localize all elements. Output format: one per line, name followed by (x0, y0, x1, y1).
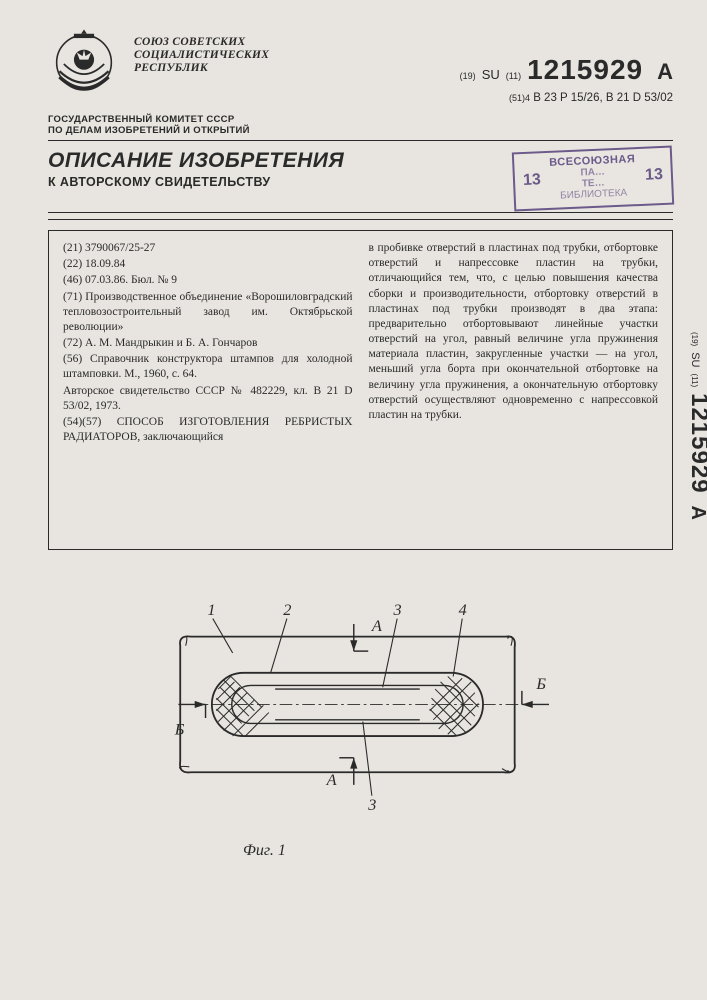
filing-date: (22) 18.09.84 (63, 257, 353, 272)
fig-label-2: 2 (283, 601, 291, 619)
right-column: в пробивке отверстий в пластинах под тру… (369, 241, 659, 535)
section-a-top: A (370, 617, 381, 635)
committee-line: ГОСУДАРСТВЕННЫЙ КОМИТЕТ СССР (48, 114, 673, 125)
inid-51: (51)4 (509, 93, 530, 103)
stamp-right: 13 (645, 166, 664, 185)
title-main: ОПИСАНИЕ ИЗОБРЕТЕНИЯ (48, 149, 344, 173)
doc-number-side: 1215929 (685, 393, 707, 493)
app-number: (21) 3790067/25-27 (63, 241, 353, 256)
side-doc-number: (19) SU (11) 1215929 A (685, 332, 707, 520)
country-code-side: SU (689, 352, 701, 367)
committee-line: ПО ДЕЛАМ ИЗОБРЕТЕНИЙ И ОТКРЫТИЙ (48, 125, 673, 136)
page: СОЮЗ СОВЕТСКИХ СОЦИАЛИСТИЧЕСКИХ РЕСПУБЛИ… (0, 0, 707, 1000)
inid-11: (11) (506, 71, 521, 81)
inid-19-side: (19) (690, 332, 699, 346)
abstract-head: (54)(57) СПОСОБ ИЗГОТОВЛЕНИЯ РЕБРИСТЫХ Р… (63, 415, 353, 445)
org-name: СОЮЗ СОВЕТСКИХ СОЦИАЛИСТИЧЕСКИХ РЕСПУБЛИ… (134, 36, 269, 76)
references-2: Авторское свидетельство СССР № 482229, к… (63, 384, 353, 414)
fig-label-3b: 3 (367, 796, 376, 814)
title-row: ОПИСАНИЕ ИЗОБРЕТЕНИЯ К АВТОРСКОМУ СВИДЕТ… (48, 149, 673, 208)
section-b-left: Б (173, 720, 184, 738)
inid-11-side: (11) (690, 373, 699, 387)
library-stamp: ВСЕСОЮЗНАЯ 13 ПА… ТЕ… 13 БИБЛИОТЕКА (512, 146, 674, 212)
abstract-body: в пробивке отверстий в пластинах под тру… (369, 241, 659, 423)
inid-19: (19) (460, 71, 476, 81)
figure-svg: 1 2 3 4 3 A A Б Б (126, 578, 596, 858)
org-line: СОЮЗ СОВЕТСКИХ (134, 36, 269, 49)
left-column: (21) 3790067/25-27 (22) 18.09.84 (46) 07… (63, 241, 353, 535)
org-line: СОЦИАЛИСТИЧЕСКИХ (134, 49, 269, 62)
section-b-right: Б (535, 675, 546, 693)
header-row: СОЮЗ СОВЕТСКИХ СОЦИАЛИСТИЧЕСКИХ РЕСПУБЛИ… (48, 28, 673, 104)
doc-number-block: (19) SU (11) 1215929 A (51)4 B 23 P 15/2… (460, 28, 673, 104)
divider (48, 140, 673, 141)
biblio-frame: (21) 3790067/25-27 (22) 18.09.84 (46) 07… (48, 230, 673, 550)
fig-label-4: 4 (458, 601, 466, 619)
inventors: (72) А. М. Мандрыкин и Б. А. Гончаров (63, 336, 353, 351)
doc-number-value: 1215929 (527, 54, 643, 86)
figure-caption: Фиг. 1 (243, 842, 286, 860)
divider-thin (48, 219, 673, 220)
kind-code: A (657, 59, 673, 85)
committee: ГОСУДАРСТВЕННЫЙ КОМИТЕТ СССР ПО ДЕЛАМ ИЗ… (48, 114, 673, 136)
fig-label-1: 1 (207, 601, 215, 619)
title-sub: К АВТОРСКОМУ СВИДЕТЕЛЬСТВУ (48, 175, 344, 189)
fig-label-3a: 3 (392, 601, 401, 619)
org-line: РЕСПУБЛИК (134, 62, 269, 75)
abstract-tail-left: заключающийся (140, 431, 223, 443)
ipc-line: (51)4 B 23 P 15/26, B 21 D 53/02 (460, 92, 673, 104)
country-code: SU (482, 67, 500, 82)
doc-number: (19) SU (11) 1215929 A (460, 54, 673, 86)
kind-code-side: A (686, 506, 707, 520)
stamp-left: 13 (523, 171, 542, 190)
references-1: (56) Справочник конструктора штампов для… (63, 352, 353, 382)
applicant: (71) Производственное объединение «Ворош… (63, 290, 353, 336)
divider (48, 212, 673, 213)
publication: (46) 07.03.86. Бюл. № 9 (63, 273, 353, 288)
figure-1: 1 2 3 4 3 A A Б Б Фиг. 1 (48, 578, 673, 888)
title-block: ОПИСАНИЕ ИЗОБРЕТЕНИЯ К АВТОРСКОМУ СВИДЕТ… (48, 149, 344, 189)
section-a-bottom: A (325, 771, 336, 789)
state-emblem (48, 28, 120, 100)
ipc-codes: B 23 P 15/26, B 21 D 53/02 (533, 92, 673, 104)
